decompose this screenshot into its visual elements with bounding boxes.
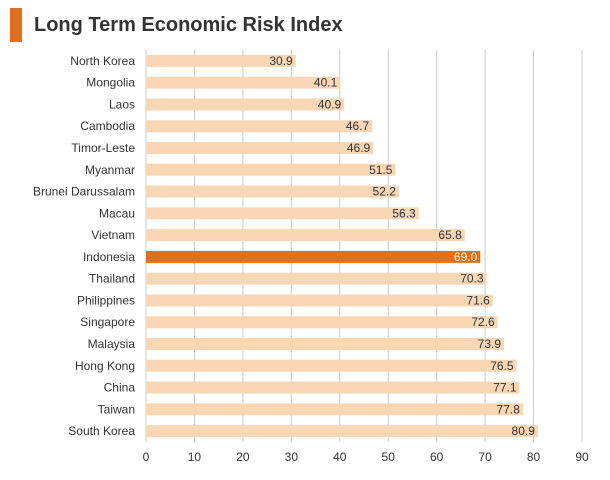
data-label: 46.7: [346, 119, 370, 133]
x-tick-label: 60: [430, 450, 444, 464]
data-label: 65.8: [438, 228, 462, 242]
category-label: South Korea: [68, 424, 135, 438]
data-label: 52.2: [373, 185, 397, 199]
category-label: China: [104, 381, 136, 395]
x-tick-label: 10: [188, 450, 202, 464]
category-label: Singapore: [80, 315, 135, 329]
bar: [146, 207, 419, 220]
bar: [146, 185, 399, 198]
bar: [146, 381, 520, 394]
category-label: Indonesia: [83, 250, 135, 264]
category-label: Cambodia: [80, 119, 135, 133]
bar: [146, 142, 374, 154]
bar: [146, 163, 396, 176]
x-tick-label: 0: [143, 450, 150, 464]
bar: [146, 338, 505, 350]
bar: [146, 294, 493, 307]
category-label: Philippines: [77, 293, 135, 307]
category-label: Mongolia: [86, 76, 135, 90]
data-label: 30.9: [269, 54, 293, 68]
data-label: 51.5: [369, 163, 393, 177]
category-label: Timor-Leste: [71, 141, 135, 155]
x-tick-label: 90: [575, 450, 589, 464]
chart-title: Long Term Economic Risk Index: [34, 13, 343, 36]
data-label: 40.9: [318, 97, 342, 111]
data-label: 46.9: [347, 141, 371, 155]
category-label: Taiwan: [98, 402, 135, 416]
bar: [146, 316, 498, 329]
bar: [146, 425, 538, 438]
data-label: 69.0: [454, 250, 478, 264]
category-label: Malaysia: [88, 337, 136, 351]
category-label: Vietnam: [91, 228, 135, 242]
category-label: North Korea: [70, 54, 135, 68]
category-label: Macau: [99, 206, 135, 220]
bar: [146, 359, 517, 372]
data-label: 73.9: [478, 337, 502, 351]
category-label: Brunei Darussalam: [33, 185, 135, 199]
x-tick-label: 40: [333, 450, 347, 464]
category-label: Hong Kong: [75, 359, 135, 373]
x-tick-label: 30: [285, 450, 299, 464]
bar: [146, 403, 523, 416]
data-label: 40.1: [314, 76, 338, 90]
data-label: 56.3: [392, 206, 416, 220]
category-label: Thailand: [89, 272, 135, 286]
chart-title-bar: Long Term Economic Risk Index: [10, 8, 343, 42]
bar: [146, 120, 373, 133]
data-label: 76.5: [490, 359, 514, 373]
x-tick-label: 50: [382, 450, 396, 464]
bar: [146, 76, 341, 89]
bar: [146, 54, 296, 67]
data-label: 72.6: [471, 315, 495, 329]
x-tick-label: 80: [527, 450, 541, 464]
bar: [146, 250, 481, 263]
data-label: 80.9: [512, 424, 536, 438]
data-label: 77.1: [493, 381, 517, 395]
data-label: 70.3: [460, 272, 484, 286]
bar: [146, 229, 465, 242]
x-tick-label: 20: [236, 450, 250, 464]
data-label: 71.6: [467, 293, 491, 307]
category-label: Laos: [109, 97, 135, 111]
data-label: 77.8: [497, 402, 521, 416]
category-label: Myanmar: [85, 163, 135, 177]
bar: [146, 98, 345, 111]
bar: [146, 272, 487, 285]
x-tick-label: 70: [478, 450, 492, 464]
title-accent-bar: [10, 8, 22, 42]
